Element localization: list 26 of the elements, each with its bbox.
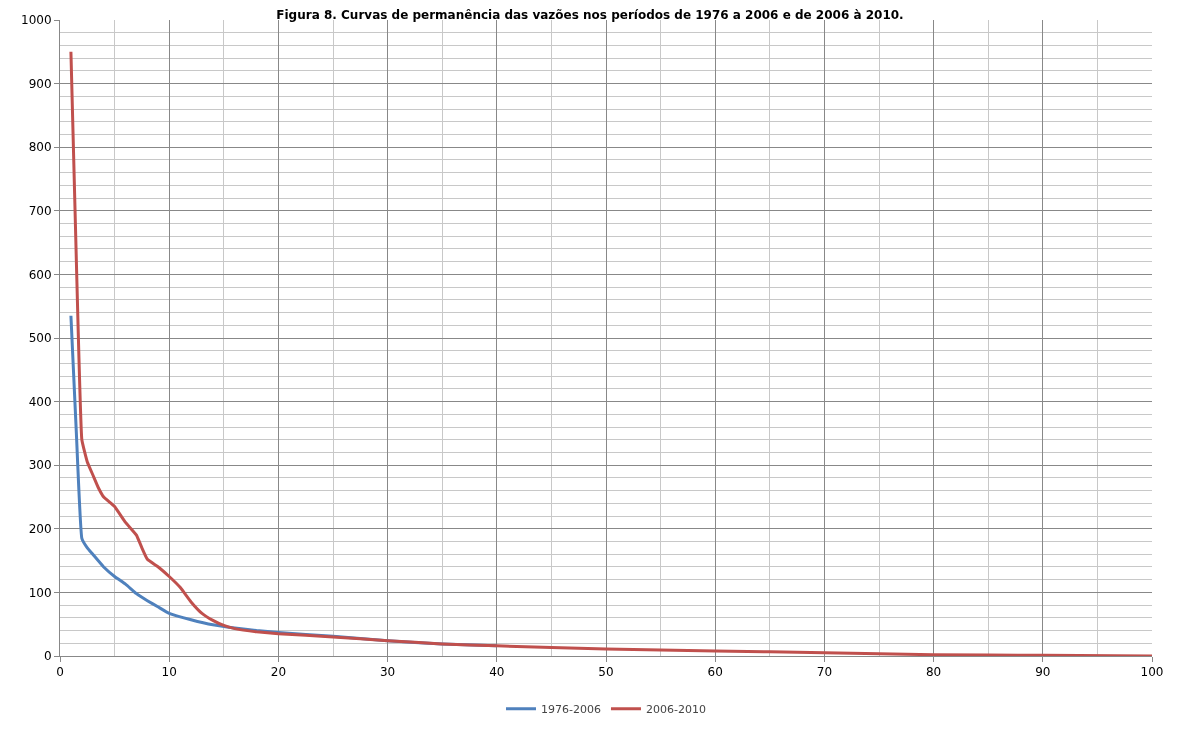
y-tick-label: 700 — [28, 204, 52, 218]
x-tick-label: 80 — [925, 665, 942, 680]
y-tick-label: 800 — [28, 140, 52, 155]
x-tick-label: 10 — [161, 665, 177, 680]
x-tick-label: 40 — [489, 665, 505, 680]
y-tick-label: 0 — [43, 649, 52, 664]
y-tick-label: 500 — [28, 331, 52, 346]
y-tick-label: 300 — [28, 458, 52, 473]
x-tick-label: 70 — [816, 665, 833, 680]
y-tick-label: 1000 — [21, 13, 52, 28]
y-tick-label: 600 — [28, 267, 52, 282]
x-tick-label: 30 — [379, 665, 396, 680]
line-series — [69, 50, 1152, 656]
legend-label: 2006-2010 — [645, 702, 706, 716]
y-tick-label: 100 — [28, 585, 52, 600]
y-tick-label: 200 — [28, 522, 52, 536]
x-tick-label: 90 — [1035, 665, 1051, 680]
y-tick-label: 400 — [28, 394, 52, 409]
x-tick-label: 60 — [707, 665, 723, 680]
x-tick-label: 0 — [56, 665, 64, 680]
chart-title: Figura 8. Curvas de permanência das vazões nos períodos de 1976 a 2006 e de 2006 à 2010. — [276, 8, 904, 23]
x-tick-label: 50 — [598, 665, 614, 680]
x-tick-label: 20 — [270, 665, 287, 680]
x-tick-label: 100 — [1140, 665, 1164, 680]
legend-label: 1976-2006 — [541, 702, 601, 716]
y-tick-label: 900 — [28, 76, 52, 91]
